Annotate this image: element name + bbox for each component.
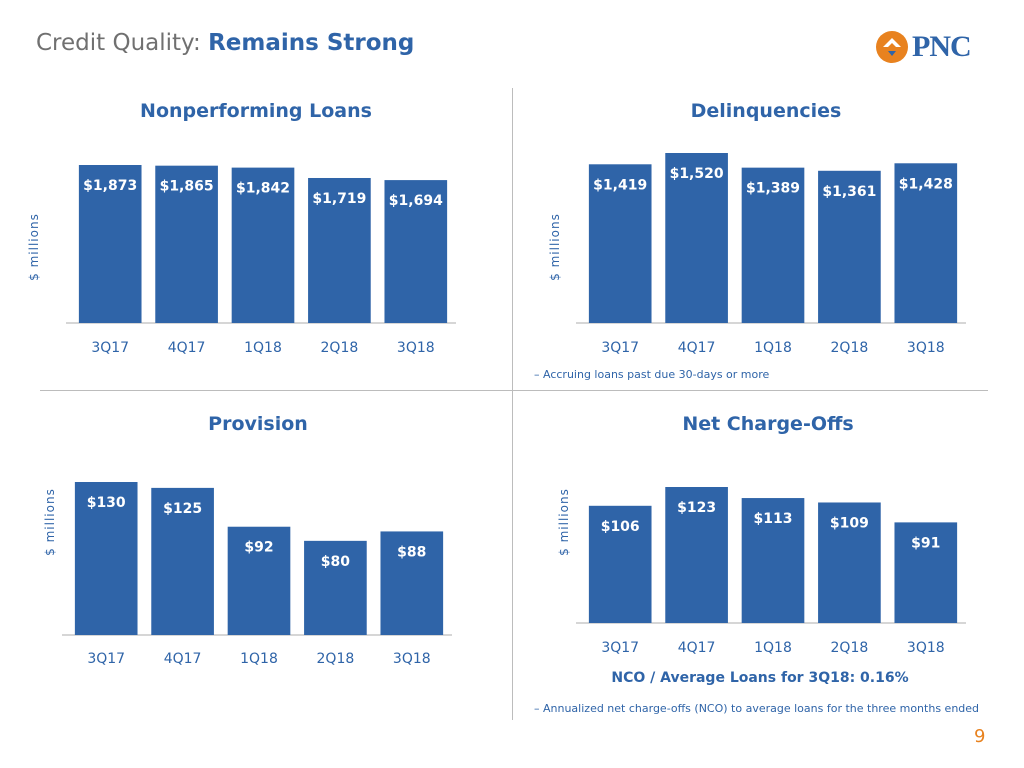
- bar-net-charge-offs-4q17: [665, 487, 728, 623]
- tick-label-provision-3q18: 3Q18: [393, 651, 431, 667]
- data-label-nonperforming-loans-2q18: $1,719: [312, 191, 366, 207]
- page-title-light: Credit Quality:: [36, 30, 201, 56]
- pnc-logo-text: PNC: [912, 30, 972, 63]
- footnote-delinquencies: – Accruing loans past due 30-days or mor…: [534, 368, 770, 381]
- chart-title-delinquencies: Delinquencies: [690, 100, 842, 122]
- bar-net-charge-offs-1q18: [741, 498, 805, 623]
- bar-nonperforming-loans-2q18: [308, 177, 371, 323]
- data-label-provision-4q17: $125: [163, 501, 202, 517]
- data-label-provision-1q18: $92: [244, 540, 273, 556]
- bar-provision-2q18: [304, 540, 367, 635]
- tick-label-nonperforming-loans-1q18: 1Q18: [244, 340, 282, 356]
- nco-ratio-label: NCO / Average Loans for 3Q18: 0.16%: [611, 670, 909, 686]
- page-number: 9: [974, 726, 986, 747]
- chart-title-net-charge-offs: Net Charge-Offs: [682, 413, 854, 435]
- data-label-net-charge-offs-2q18: $109: [830, 515, 869, 531]
- data-label-net-charge-offs-3q18: $91: [911, 535, 940, 551]
- tick-label-provision-3q17: 3Q17: [87, 651, 125, 667]
- bar-nonperforming-loans-4q17: [155, 165, 218, 323]
- bar-nonperforming-loans-3q18: [384, 180, 448, 323]
- data-label-delinquencies-2q18: $1,361: [822, 184, 876, 200]
- tick-label-delinquencies-4q17: 4Q17: [678, 340, 716, 356]
- bar-delinquencies-3q18: [894, 163, 958, 323]
- tick-label-net-charge-offs-4q17: 4Q17: [678, 640, 716, 656]
- bar-delinquencies-4q17: [665, 153, 728, 323]
- bar-nonperforming-loans-1q18: [231, 167, 295, 323]
- tick-label-provision-1q18: 1Q18: [240, 651, 278, 667]
- chart-title-nonperforming-loans: Nonperforming Loans: [140, 100, 372, 122]
- tick-label-net-charge-offs-1q18: 1Q18: [754, 640, 792, 656]
- tick-label-nonperforming-loans-3q17: 3Q17: [91, 340, 129, 356]
- vertical-divider: [512, 88, 513, 720]
- footnote-net-charge-offs: – Annualized net charge-offs (NCO) to av…: [534, 702, 980, 715]
- bar-delinquencies-2q18: [818, 170, 881, 323]
- bar-net-charge-offs-2q18: [818, 502, 881, 623]
- page-title: Credit Quality: Remains Strong: [36, 30, 414, 56]
- tick-label-nonperforming-loans-2q18: 2Q18: [321, 340, 359, 356]
- data-label-provision-2q18: $80: [321, 554, 350, 570]
- data-label-delinquencies-3q18: $1,428: [899, 176, 953, 192]
- bar-delinquencies-1q18: [741, 167, 805, 323]
- pnc-logo-icon: [876, 31, 908, 63]
- data-label-nonperforming-loans-3q17: $1,873: [83, 178, 137, 194]
- bar-net-charge-offs-3q18: [894, 522, 958, 623]
- data-label-net-charge-offs-1q18: $113: [754, 511, 793, 527]
- tick-label-provision-2q18: 2Q18: [317, 651, 355, 667]
- bar-provision-3q17: [74, 482, 138, 635]
- page-title-strong: Remains Strong: [208, 30, 415, 56]
- chart-title-provision: Provision: [208, 413, 308, 435]
- horizontal-divider: [40, 390, 988, 391]
- bar-provision-1q18: [227, 526, 291, 635]
- data-label-delinquencies-1q18: $1,389: [746, 181, 800, 197]
- data-label-nonperforming-loans-4q17: $1,865: [160, 179, 214, 195]
- data-label-nonperforming-loans-3q18: $1,694: [389, 193, 443, 209]
- pnc-logo: PNC: [874, 28, 994, 66]
- data-label-delinquencies-4q17: $1,520: [670, 166, 724, 182]
- data-label-delinquencies-3q17: $1,419: [593, 177, 647, 193]
- tick-label-delinquencies-1q18: 1Q18: [754, 340, 792, 356]
- data-label-nonperforming-loans-1q18: $1,842: [236, 181, 290, 197]
- tick-label-nonperforming-loans-3q18: 3Q18: [397, 340, 435, 356]
- bar-provision-4q17: [151, 487, 214, 635]
- tick-label-delinquencies-3q17: 3Q17: [601, 340, 639, 356]
- tick-label-net-charge-offs-3q18: 3Q18: [907, 640, 945, 656]
- data-label-provision-3q17: $130: [87, 495, 126, 511]
- bar-provision-3q18: [380, 531, 444, 635]
- tick-label-net-charge-offs-3q17: 3Q17: [601, 640, 639, 656]
- tick-label-delinquencies-2q18: 2Q18: [831, 340, 869, 356]
- tick-label-delinquencies-3q18: 3Q18: [907, 340, 945, 356]
- tick-label-net-charge-offs-2q18: 2Q18: [831, 640, 869, 656]
- bar-delinquencies-3q17: [588, 164, 652, 323]
- data-label-provision-3q18: $88: [397, 544, 426, 560]
- data-label-net-charge-offs-4q17: $123: [677, 500, 716, 516]
- data-label-net-charge-offs-3q17: $106: [601, 519, 640, 535]
- tick-label-provision-4q17: 4Q17: [164, 651, 202, 667]
- bar-net-charge-offs-3q17: [588, 505, 652, 623]
- bar-nonperforming-loans-3q17: [78, 165, 142, 323]
- tick-label-nonperforming-loans-4q17: 4Q17: [168, 340, 206, 356]
